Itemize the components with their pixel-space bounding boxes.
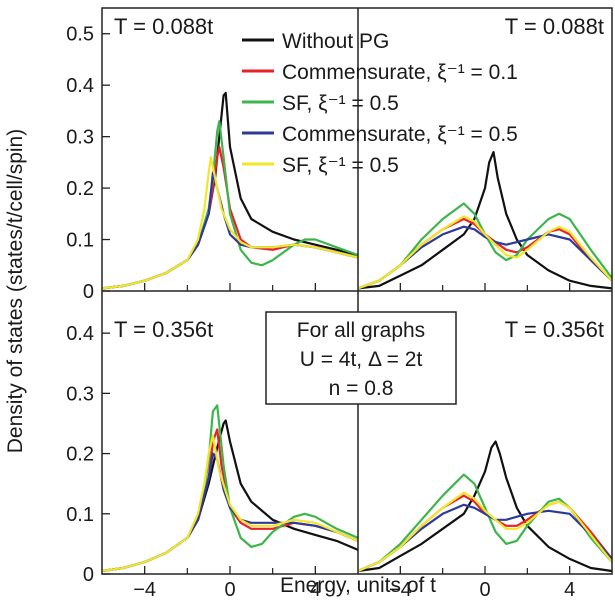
x-tick-label: 0 [224,579,235,601]
y-tick-label: 0.5 [66,24,94,46]
y-tick-label: 0.4 [66,75,94,97]
x-tick-label: 4 [564,579,575,601]
legend-label-without_pg: Without PG [282,30,389,53]
panel-label-bottom-right: T = 0.356t [505,317,604,342]
x-axis-title: Energy, units of t [280,574,436,597]
legend-label-sf_05: SF, ξ⁻¹ = 0.5 [282,92,399,115]
y-tick-label: 0.1 [66,504,94,526]
legend-label-comm_05: Commensurate, ξ⁻¹ = 0.5 [282,123,518,146]
legend-label-sf_05_b: SF, ξ⁻¹ = 0.5 [282,154,399,177]
series-line-comm_05 [101,452,359,573]
tick-layer: 0 0.1 0.2 0.3 0.4 0.5 −4 0 4 0 0.1 0.2 0.3 0.4 −4 0 4 [66,24,575,601]
series-line-sf_05 [101,404,359,573]
y-axis-title: Density of states (states/t/cell/spin) [4,129,27,453]
series-line-sf_05_b [101,156,359,290]
info-box-line-1: For all graphs [297,319,425,342]
legend: Without PG Commensurate, ξ⁻¹ = 0.1 SF, ξ⁻¹… [242,30,518,177]
series-line-comm_01 [101,428,359,573]
info-box [265,311,457,405]
x-tick-label: 4 [310,579,321,601]
series-line-without_pg [101,419,359,573]
panel-label-top-left: T = 0.088t [114,14,213,39]
series-line-sf_05 [357,202,613,290]
legend-label-comm_01: Commensurate, ξ⁻¹ = 0.1 [282,61,518,84]
x-tick-label: −4 [389,579,412,601]
series-line-without_pg [357,151,613,290]
y-tick-label: 0.3 [66,383,94,405]
series-line-sf_05_b [101,434,359,573]
x-tick-label: 0 [479,579,490,601]
x-tick-label: −4 [133,579,156,601]
curve-layer [101,91,613,573]
panel-label-bottom-left: T = 0.356t [114,317,213,342]
panel-label-top-right: T = 0.088t [505,14,604,39]
info-box-line-3: n = 0.8 [329,377,394,400]
series-line-sf_05 [357,473,613,573]
series-line-without_pg [357,440,613,573]
y-tick-label: 0.2 [66,444,94,466]
series-line-sf_05_b [357,491,613,573]
y-tick-label: 0.3 [66,127,94,149]
y-tick-label: 0.4 [66,323,94,345]
y-tick-label: 0.1 [66,230,94,252]
info-box-line-2: U = 4t, Δ = 2t [300,348,423,371]
series-line-sf_05_b [357,215,613,290]
y-tick-label: 0 [83,281,94,303]
y-tick-label: 0 [83,564,94,586]
y-tick-label: 0.2 [66,178,94,200]
